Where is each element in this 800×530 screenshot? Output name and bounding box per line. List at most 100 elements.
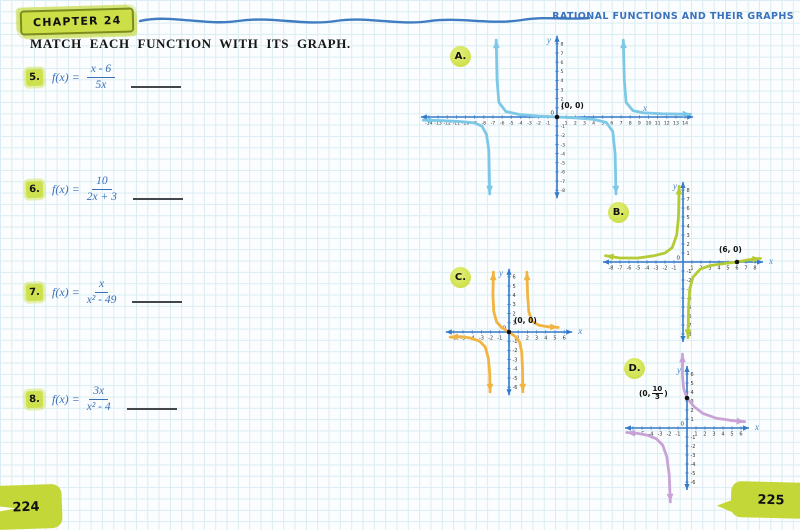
- graph-label-b: B.: [608, 202, 629, 223]
- svg-text:12: 12: [664, 121, 670, 127]
- svg-text:-4: -4: [561, 151, 566, 157]
- svg-text:5: 5: [687, 215, 690, 221]
- svg-text:-1: -1: [676, 432, 681, 438]
- svg-text:-6: -6: [513, 385, 518, 391]
- svg-text:2: 2: [513, 311, 516, 317]
- svg-text:-3: -3: [527, 121, 532, 127]
- svg-text:4: 4: [544, 336, 547, 342]
- svg-text:7: 7: [744, 266, 747, 272]
- svg-text:3: 3: [687, 233, 690, 239]
- svg-text:-2: -2: [488, 336, 493, 342]
- svg-text:-3: -3: [691, 453, 696, 459]
- answer-blank-7[interactable]: [132, 300, 183, 303]
- svg-text:1: 1: [691, 417, 694, 423]
- problem-row-6: 6. f(x) = 10 2x + 3: [25, 170, 183, 208]
- svg-text:-2: -2: [513, 348, 518, 354]
- fraction-numerator: 10: [92, 174, 112, 190]
- graph-a: -14 -13 -12 -11 -10 -9 -8 -7 -6 -5 -4 -3 -2 -1 1 2 3 4 5 6 7…: [410, 33, 702, 203]
- svg-text:-2: -2: [667, 432, 672, 438]
- svg-text:7: 7: [620, 121, 623, 127]
- svg-text:5: 5: [726, 266, 729, 272]
- svg-text:3: 3: [708, 266, 711, 272]
- svg-text:-5: -5: [461, 336, 466, 342]
- svg-text:6: 6: [563, 336, 566, 342]
- svg-text:-4: -4: [691, 462, 696, 468]
- answer-blank-5[interactable]: [131, 85, 182, 88]
- svg-text:-6: -6: [691, 480, 696, 486]
- svg-text:0: 0: [681, 422, 685, 428]
- function-notation: f(x) =: [52, 69, 80, 84]
- svg-text:-2: -2: [691, 444, 696, 450]
- svg-text:-5: -5: [636, 266, 641, 272]
- problem-number-badge: 5.: [25, 68, 44, 86]
- svg-text:2: 2: [561, 97, 564, 103]
- svg-text:2: 2: [691, 408, 694, 414]
- svg-text:6: 6: [739, 432, 742, 438]
- svg-text:-1: -1: [513, 339, 518, 345]
- svg-text:7: 7: [561, 51, 564, 57]
- svg-text:y: y: [546, 35, 551, 45]
- fraction-numerator: x - 6: [86, 62, 116, 78]
- fraction-denominator: 5x: [95, 78, 107, 91]
- svg-text:-1: -1: [687, 269, 692, 275]
- svg-text:-4: -4: [645, 266, 650, 272]
- svg-text:5: 5: [601, 121, 604, 127]
- svg-text:8: 8: [687, 188, 690, 194]
- svg-text:-3: -3: [654, 266, 659, 272]
- svg-text:9: 9: [638, 121, 641, 127]
- svg-text:0: 0: [677, 256, 681, 262]
- svg-text:2: 2: [574, 121, 577, 127]
- graph-c: -6 -5 -4 -3 -2 -1 1 2 3 4 5 6 -6 -5 -4 -3 -2 -1 1 2 3 4 5 6 0 x y(…: [438, 266, 590, 398]
- answer-blank-8[interactable]: [126, 407, 177, 410]
- graph-d: -6-5-4-3-2-1123456-6-5-4-3-2-11234560xy(…: [605, 352, 777, 506]
- problem-row-7: 7. f(x) = x x² - 49: [25, 273, 183, 311]
- svg-text:8: 8: [629, 121, 632, 127]
- svg-text:4: 4: [691, 390, 694, 396]
- page-title: RATIONAL FUNCTIONS AND THEIR GRAPHS: [552, 11, 794, 22]
- svg-text:5: 5: [691, 381, 694, 387]
- svg-text:8: 8: [753, 266, 756, 272]
- svg-text:-8: -8: [482, 121, 487, 127]
- answer-blank-6[interactable]: [132, 197, 183, 200]
- svg-text:-14: -14: [425, 121, 433, 127]
- function-notation: f(x) =: [52, 284, 80, 299]
- svg-text:-2: -2: [687, 278, 692, 284]
- svg-text:2: 2: [687, 242, 690, 248]
- svg-text:4: 4: [717, 266, 720, 272]
- svg-text:2: 2: [526, 336, 529, 342]
- point-label: (0, 10 3): [639, 385, 668, 402]
- page-number-left: 224: [0, 483, 63, 530]
- svg-text:-1: -1: [691, 435, 696, 441]
- svg-text:-8: -8: [609, 266, 614, 272]
- svg-text:8: 8: [561, 42, 564, 48]
- svg-text:-1: -1: [497, 336, 502, 342]
- svg-text:4: 4: [561, 78, 564, 84]
- svg-text:-3: -3: [561, 142, 566, 148]
- svg-text:x: x: [768, 256, 773, 266]
- instruction-text: MATCH EACH FUNCTION WITH ITS GRAPH.: [30, 36, 351, 51]
- svg-text:-2: -2: [663, 266, 668, 272]
- svg-text:-1: -1: [561, 124, 566, 130]
- svg-text:4: 4: [721, 432, 724, 438]
- graph-label-d: D.: [624, 358, 645, 379]
- svg-text:y: y: [676, 365, 681, 375]
- svg-text:6: 6: [610, 121, 613, 127]
- problem-number-badge: 6.: [25, 180, 44, 198]
- svg-text:2: 2: [703, 432, 706, 438]
- svg-text:3: 3: [535, 336, 538, 342]
- graph-label-a: A.: [450, 46, 471, 67]
- svg-text:-6: -6: [500, 121, 505, 127]
- svg-text:11: 11: [655, 121, 661, 127]
- svg-text:3: 3: [513, 302, 516, 308]
- svg-text:-5: -5: [561, 161, 566, 167]
- problem-number-badge: 8.: [25, 390, 44, 408]
- svg-text:1: 1: [687, 251, 690, 257]
- svg-text:5: 5: [561, 69, 564, 75]
- svg-text:-4: -4: [649, 432, 654, 438]
- svg-text:-12: -12: [443, 121, 451, 127]
- problem-row-8: 8. f(x) = 3x x² - 4: [25, 380, 177, 418]
- svg-text:3: 3: [561, 87, 564, 93]
- svg-text:14: 14: [682, 121, 688, 127]
- svg-text:-6: -6: [627, 266, 632, 272]
- header-wave-line: [138, 16, 591, 24]
